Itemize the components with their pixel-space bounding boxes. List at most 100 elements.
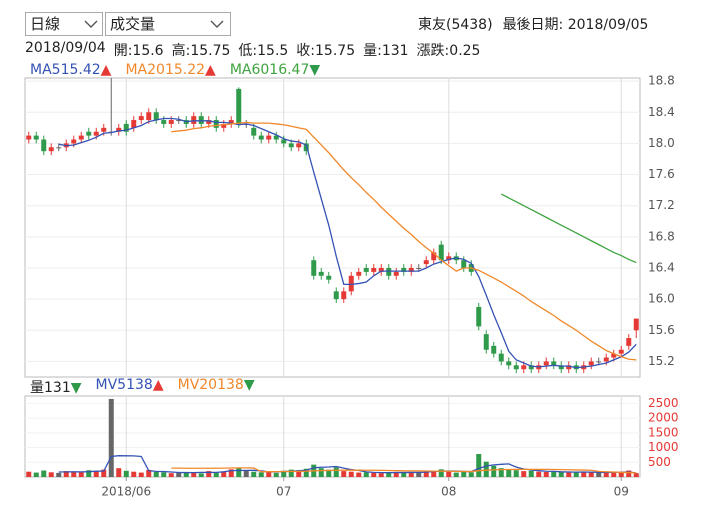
legend-name: MV5	[95, 377, 127, 393]
volume-bar	[356, 472, 362, 477]
candle-body	[333, 291, 339, 300]
candle-body	[146, 112, 152, 121]
volume-bar	[48, 472, 54, 477]
volume-bar	[56, 472, 62, 477]
mv-line	[171, 467, 637, 474]
legend-value: 138	[126, 377, 153, 393]
volume-panel	[24, 395, 641, 478]
legend-item: MA515.42▲	[30, 62, 111, 78]
candle-body	[78, 135, 84, 140]
period-dropdown[interactable]: 日線	[25, 12, 103, 36]
candle-body	[311, 260, 317, 276]
volume-bar	[281, 470, 287, 477]
ma-line	[58, 117, 637, 369]
volume-bar	[101, 469, 107, 477]
candle-body	[543, 361, 549, 366]
indicator-dropdown[interactable]: 成交量	[105, 12, 231, 36]
volume-bar	[153, 471, 159, 477]
info-item: 高:15.75	[172, 40, 231, 60]
candle-body	[213, 120, 219, 128]
candle-body	[371, 267, 377, 272]
candle-body	[251, 127, 257, 136]
legend-arrow: ▼	[309, 62, 321, 78]
volume-bar	[536, 471, 542, 477]
volume-bar	[221, 471, 227, 477]
volume-bar	[423, 471, 429, 477]
candle-body	[281, 139, 287, 144]
legend-arrow: ▼	[70, 380, 82, 396]
candle-body	[356, 271, 362, 276]
candle-body	[116, 127, 122, 132]
candle-body	[393, 271, 399, 276]
volume-bar	[378, 473, 384, 477]
volume-bar	[228, 469, 234, 477]
candle-body	[26, 135, 32, 140]
legend-name: MA20	[125, 62, 165, 78]
info-label: 開:	[113, 43, 133, 59]
legend-name: MA5	[30, 62, 61, 78]
stock-header: 東友(5438) 最後日期: 2018/09/05	[418, 14, 648, 34]
volume-bar	[236, 468, 242, 477]
candle-body	[363, 267, 369, 272]
y-tick-label: 2500	[648, 396, 679, 410]
volume-bar	[123, 470, 129, 477]
volume-bar	[551, 471, 557, 477]
y-tick-label: 17.2	[648, 198, 675, 212]
period-label: 日線	[30, 15, 61, 33]
volume-bar	[341, 471, 347, 477]
volume-bar	[318, 468, 324, 477]
info-label: 低:	[238, 43, 258, 59]
candle-body	[206, 120, 212, 124]
volume-bar	[596, 472, 602, 477]
info-item: 低:15.5	[238, 40, 288, 60]
candle-body	[161, 120, 167, 124]
candle-body	[596, 361, 602, 363]
y-tick-label: 17.6	[648, 167, 675, 181]
x-tick-label: 07	[276, 485, 291, 499]
volume-bar	[273, 472, 279, 477]
volume-bar	[573, 471, 579, 477]
candle-body	[153, 112, 159, 121]
volume-bar	[183, 472, 189, 477]
mv-line	[58, 455, 637, 474]
y-tick-label: 16.8	[648, 229, 675, 243]
candle-body	[588, 361, 594, 366]
y-tick-label: 18.4	[648, 105, 675, 119]
volume-bar	[588, 472, 594, 477]
volume-bar	[498, 468, 504, 477]
volume-bar	[513, 470, 519, 477]
candle-body	[506, 361, 512, 366]
volume-bar	[543, 471, 549, 477]
volume-bar	[393, 472, 399, 477]
legend-arrow: ▲	[205, 62, 216, 78]
legend-item: MV5138▲	[96, 377, 164, 397]
candle-body	[56, 147, 62, 149]
last-date: 最後日期: 2018/09/05	[502, 17, 649, 33]
info-line: 2018/09/04 開:15.6 高:15.75 低:15.5 收:15.75 量:1…	[25, 40, 480, 60]
volume-bar	[176, 472, 182, 477]
volume-bar	[86, 470, 92, 477]
volume-bar	[483, 461, 489, 477]
y-tick-label: 18.0	[648, 136, 675, 150]
volume-bar	[603, 472, 609, 477]
volume-bar	[243, 470, 249, 477]
volume-bar	[71, 471, 77, 477]
volume-bar	[386, 472, 392, 477]
candle-body	[491, 345, 497, 354]
ma-line	[500, 193, 637, 264]
volume-bar	[33, 472, 39, 477]
candle-body	[326, 275, 332, 280]
candle-body	[348, 275, 354, 292]
volume-bar	[251, 471, 257, 477]
candle-body	[603, 357, 609, 362]
volume-bar	[168, 473, 174, 477]
y-tick-label: 18.8	[648, 74, 675, 88]
legend-value: 131	[44, 380, 71, 396]
candle-body	[168, 120, 174, 124]
candle-body	[446, 256, 452, 261]
candle-body	[236, 88, 242, 124]
volume-bar	[626, 470, 632, 477]
volume-bar	[446, 471, 452, 477]
